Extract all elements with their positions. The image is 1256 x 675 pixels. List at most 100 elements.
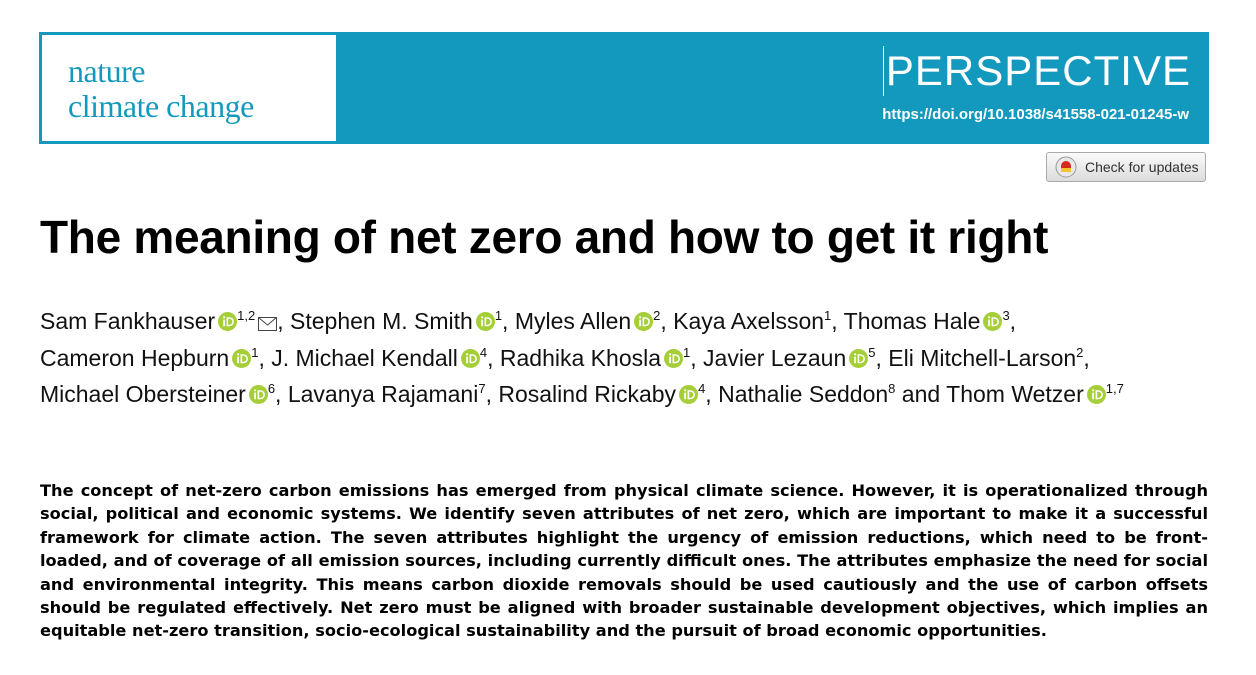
separator: ,	[690, 344, 697, 371]
author: Rosalind Rickaby 4,	[498, 381, 711, 407]
orcid-i	[466, 356, 468, 363]
orcid-d	[469, 353, 477, 363]
affiliation: 4	[479, 344, 488, 360]
affiliation: 2	[653, 308, 661, 323]
orcid-dot	[1091, 389, 1094, 392]
orcid-dot	[465, 352, 469, 355]
author-name: Thomas Hale	[843, 308, 981, 334]
orcid-icon[interactable]	[460, 348, 480, 368]
orcid-icon[interactable]	[664, 348, 684, 368]
orcid-dot	[480, 316, 483, 319]
affiliation: 5	[868, 344, 876, 360]
author: Javier Lezaun 5,	[703, 345, 882, 371]
orcid-d	[991, 317, 1000, 327]
email-icon[interactable]	[258, 317, 278, 331]
orcid-dot	[669, 352, 672, 355]
check-updates-button[interactable]: Check for updates	[1046, 152, 1206, 182]
orcid-icon[interactable]	[983, 312, 1003, 331]
envelope-flap	[258, 317, 278, 326]
article-type: PERSPECTIVE	[882, 46, 1191, 96]
author: Michael Obersteiner 6,	[40, 381, 281, 407]
orcid-dot	[237, 352, 240, 355]
author: Sam Fankhauser 1,2,	[40, 308, 284, 334]
author-name: Lavanya Rajamani	[287, 381, 479, 407]
orcid-i	[988, 319, 991, 327]
orcid-d	[257, 390, 265, 400]
envelope	[258, 317, 278, 331]
separator: ,	[1083, 344, 1090, 371]
separator: ,	[485, 381, 492, 407]
orcid-i	[223, 319, 226, 327]
author-name: Nathalie Seddon	[718, 381, 889, 407]
orcid-dot	[684, 389, 687, 392]
author-name: Stephen M. Smith	[290, 308, 473, 334]
orcid-icon[interactable]	[679, 385, 699, 404]
author-name: Cameron Hepburn	[40, 344, 230, 371]
author: Eli Mitchell-Larson2,	[888, 345, 1090, 371]
orcid-icon[interactable]	[248, 385, 268, 404]
orcid-i	[254, 392, 256, 400]
author: Kaya Axelsson1,	[673, 308, 838, 334]
author: Radhika Khosla 1,	[500, 345, 697, 371]
orcid-icon[interactable]	[634, 312, 654, 331]
separator: ,	[660, 308, 667, 334]
orcid-icon[interactable]	[218, 312, 238, 331]
orcid-i	[684, 392, 686, 400]
separator: ,	[487, 344, 494, 371]
orcid-i	[639, 319, 642, 327]
orcid-d	[240, 353, 249, 363]
affiliation: 8	[888, 381, 896, 396]
author: Nathalie Seddon8	[718, 381, 895, 407]
abstract: The concept of net-zero carbon emissions…	[40, 481, 1208, 641]
affiliation: 1,7	[1105, 381, 1124, 396]
author: Lavanya Rajamani7,	[288, 381, 492, 407]
orcid-i	[854, 356, 857, 363]
author-name: Thom Wetzer	[946, 381, 1084, 407]
author-name: J. Michael Kendall	[271, 344, 458, 371]
author-name: Michael Obersteiner	[40, 381, 246, 407]
affiliation: 1	[683, 344, 691, 360]
orcid-dot	[253, 389, 256, 392]
affiliation: 1	[494, 308, 503, 323]
author-name: Radhika Khosla	[499, 344, 662, 371]
orcid-dot	[639, 316, 642, 319]
orcid-i	[1091, 392, 1094, 400]
journal-logo: nature climate change	[42, 35, 336, 141]
affiliation: 1	[251, 344, 259, 360]
orcid-icon[interactable]	[1086, 385, 1106, 404]
doi-link[interactable]: https://doi.org/10.1038/s41558-021-01245…	[882, 106, 1189, 123]
orcid-dot	[854, 352, 857, 355]
orcid-icon[interactable]	[232, 348, 252, 368]
check-updates-icon	[1055, 156, 1077, 178]
author-name: Kaya Axelsson	[673, 308, 825, 334]
author-name: Eli Mitchell-Larson	[888, 344, 1077, 371]
separator: ,	[277, 308, 284, 334]
orcid-d	[672, 353, 680, 363]
author-name: Myles Allen	[514, 308, 632, 334]
orcid-i	[237, 356, 240, 363]
orcid-icon[interactable]	[475, 312, 495, 331]
author: Myles Allen 2,	[515, 308, 667, 334]
journal-banner: nature climate change PERSPECTIVE https:…	[39, 32, 1209, 144]
separator: ,	[1009, 308, 1017, 334]
orcid-dot	[988, 316, 991, 319]
separator: ,	[875, 344, 882, 371]
author-list: Sam Fankhauser 1,2, Stephen M. Smith 1, My…	[40, 303, 1215, 413]
orcid-icon[interactable]	[849, 348, 869, 368]
orcid-i	[669, 356, 671, 363]
orcid-d	[484, 317, 492, 327]
author: Thom Wetzer 1,7	[946, 381, 1124, 407]
affiliation: 7	[478, 381, 486, 396]
orcid-d	[687, 390, 695, 400]
journal-name: nature	[68, 53, 145, 89]
affiliation: 2	[1076, 344, 1084, 360]
author-name: Javier Lezaun	[703, 344, 847, 371]
affiliation: 3	[1002, 308, 1010, 323]
check-updates-label: Check for updates	[1085, 159, 1199, 175]
orcid-d	[1095, 390, 1103, 400]
separator: ,	[502, 308, 509, 334]
separator: ,	[275, 381, 282, 407]
orcid-d	[857, 353, 866, 363]
